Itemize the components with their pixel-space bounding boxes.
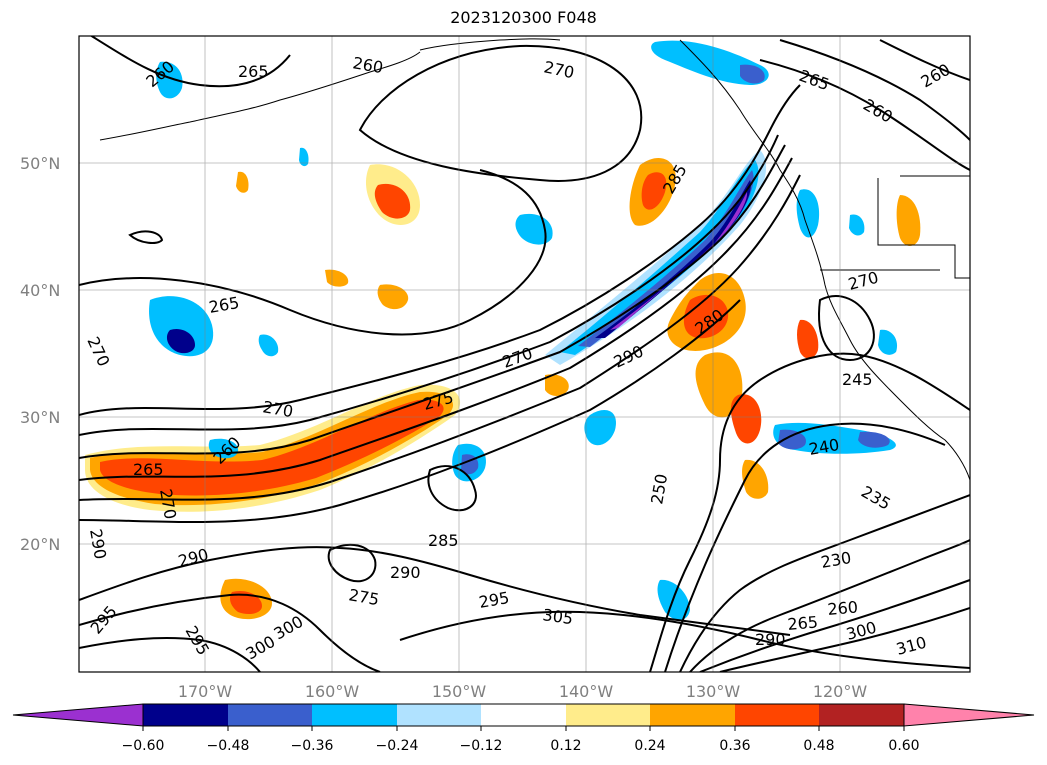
contour-label: 265 — [238, 62, 269, 81]
colorbar-segment — [143, 704, 228, 726]
colorbar-ticks — [142, 726, 905, 731]
map-plot-area: 260 265 260 270 265 260 260 265 270 275 … — [79, 36, 970, 672]
colorbar-tick-label: 0.36 — [719, 738, 750, 754]
contour-label: 290 — [755, 630, 786, 649]
colorbar-extend-low — [12, 703, 144, 727]
contour-label: 260 — [827, 597, 859, 619]
lon-label: 140°W — [559, 682, 614, 701]
colorbar-tick-label: −0.48 — [207, 738, 250, 754]
colorbar-tick-label: 0.48 — [803, 738, 834, 754]
latitude-labels: 50°N 40°N 30°N 20°N — [20, 154, 60, 554]
colorbar-segment — [312, 704, 397, 726]
lat-label: 20°N — [20, 535, 60, 554]
contour-label: 285 — [428, 531, 459, 550]
colorbar-tick-label: −0.36 — [291, 738, 334, 754]
colorbar-segment — [481, 704, 566, 726]
map-title: 2023120300 F048 — [450, 8, 597, 27]
colorbar-extend-high — [903, 703, 1035, 727]
colorbar: −0.60 −0.48 −0.36 −0.24 −0.12 0.12 0.24 … — [12, 703, 1035, 754]
colorbar-segment — [650, 704, 735, 726]
contour-label: 305 — [541, 605, 574, 628]
map-grid — [79, 36, 970, 672]
contour-label: 265 — [133, 460, 164, 479]
lat-label: 50°N — [20, 154, 60, 173]
contour-lines — [79, 36, 970, 672]
lon-label: 150°W — [432, 682, 487, 701]
colorbar-tick-label: −0.60 — [122, 738, 165, 754]
colorbar-tick-label: −0.12 — [460, 738, 503, 754]
colorbar-segment — [819, 704, 904, 726]
longitude-labels: 170°W 160°W 150°W 140°W 130°W 120°W — [178, 682, 868, 701]
colorbar-tick-label: 0.60 — [888, 738, 919, 754]
contour-label: 245 — [842, 370, 873, 389]
lon-label: 170°W — [178, 682, 233, 701]
colorbar-segment — [735, 704, 819, 726]
colorbar-segment — [397, 704, 481, 726]
lon-label: 120°W — [813, 682, 868, 701]
lat-label: 40°N — [20, 281, 60, 300]
colorbar-tick-label: 0.12 — [550, 738, 581, 754]
contour-label: 290 — [390, 563, 421, 582]
colorbar-frame — [142, 703, 905, 727]
lon-label: 160°W — [305, 682, 360, 701]
colorbar-tick-label: −0.24 — [376, 738, 419, 754]
map-frame — [78, 35, 971, 673]
lon-label: 130°W — [686, 682, 741, 701]
lat-label: 30°N — [20, 408, 60, 427]
colorbar-segment — [566, 704, 650, 726]
contour-label: 265 — [787, 612, 819, 634]
colorbar-segment — [228, 704, 312, 726]
colorbar-tick-label: 0.24 — [634, 738, 665, 754]
